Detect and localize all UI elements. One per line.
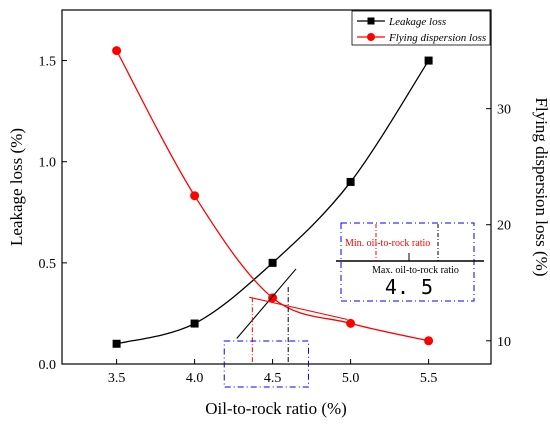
inset-value-label: 4. 5 xyxy=(385,275,433,299)
legend-leakage-marker xyxy=(367,17,375,25)
x-tick-label: 3.5 xyxy=(108,371,126,386)
flying-dispersion-loss-point xyxy=(346,318,356,328)
left-y-tick-label: 1.0 xyxy=(39,156,57,171)
right-y-axis-title: Flying dispersion loss (%) xyxy=(532,98,550,277)
x-tick-label: 5.5 xyxy=(420,371,438,386)
inset-zoom: Min. oil-to-rock ratio Max. oil-to-rock … xyxy=(336,222,484,302)
left-y-tick-label: 1.5 xyxy=(39,55,57,70)
legend-flying-marker xyxy=(367,33,375,41)
leakage-loss-point xyxy=(268,258,277,267)
flying-dispersion-loss-point xyxy=(190,191,200,201)
left-y-axis-title: Leakage loss (%) xyxy=(7,128,26,246)
x-axis-ticks: 3.5 4.0 4.5 5.0 5.5 xyxy=(108,359,438,386)
leakage-loss-point xyxy=(190,319,199,328)
leakage-loss-point xyxy=(424,56,433,65)
x-tick-label: 5.0 xyxy=(342,371,360,386)
legend-leakage-label: Leakage loss xyxy=(388,16,446,28)
legend-flying-label: Flying dispersion loss xyxy=(388,32,486,44)
right-y-tick-label: 30 xyxy=(497,103,511,118)
right-y-axis-ticks: 10 20 30 xyxy=(486,103,511,350)
crossing-highlight-box xyxy=(223,340,309,388)
left-y-tick-label: 0.5 xyxy=(39,257,57,272)
flying-tangent-line xyxy=(249,296,348,321)
flying-dispersion-loss-point xyxy=(424,336,434,346)
x-tick-label: 4.5 xyxy=(264,371,282,386)
right-y-tick-label: 10 xyxy=(497,335,511,350)
leakage-loss-point xyxy=(112,339,121,348)
leakage-loss-markers xyxy=(112,56,433,348)
flying-dispersion-loss-point xyxy=(268,293,278,303)
leakage-tangent-line xyxy=(236,268,297,339)
inset-max-label: Max. oil-to-rock ratio xyxy=(372,265,459,276)
plot-frame xyxy=(61,9,492,365)
left-y-axis-ticks: 0.0 0.5 1.0 1.5 xyxy=(39,55,67,373)
right-y-tick-label: 20 xyxy=(497,219,511,234)
inset-zoom-box xyxy=(340,222,475,302)
leakage-loss-line xyxy=(116,60,430,345)
flying-dispersion-loss-line xyxy=(116,50,429,342)
flying-dispersion-loss-markers xyxy=(112,46,434,346)
left-y-tick-label: 0.0 xyxy=(39,358,57,373)
flying-dispersion-loss-point xyxy=(112,46,122,56)
legend-box xyxy=(351,10,491,46)
x-tick-label: 4.0 xyxy=(186,371,204,386)
x-axis-title: Oil-to-rock ratio (%) xyxy=(205,399,347,418)
inset-min-label: Min. oil-to-rock ratio xyxy=(345,238,430,249)
legend: Leakage loss Flying dispersion loss xyxy=(351,10,491,46)
zoom-annotation-lines xyxy=(236,268,348,362)
leakage-loss-point xyxy=(346,177,355,186)
